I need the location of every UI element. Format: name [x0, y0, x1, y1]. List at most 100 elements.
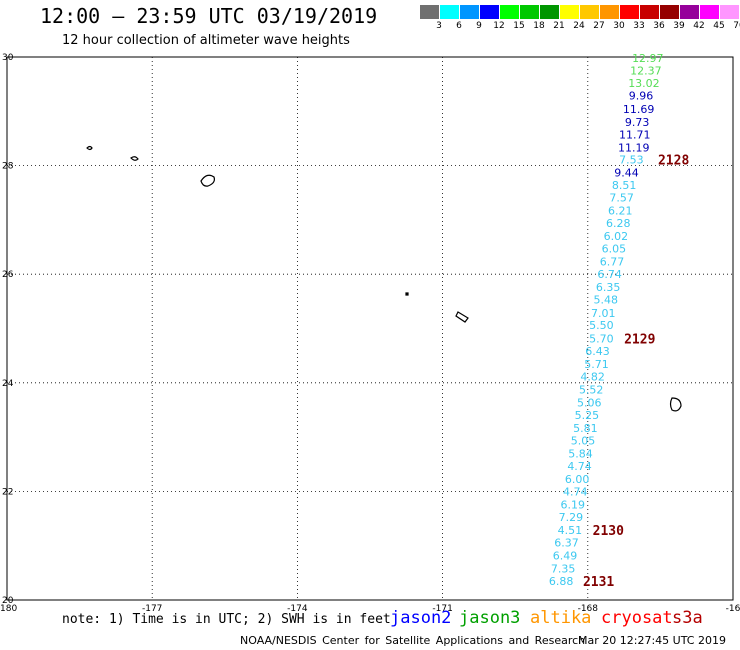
island-outline [455, 311, 469, 323]
color-swatch [660, 5, 680, 19]
swh-value-label: 4.51 [558, 524, 583, 537]
swh-value-label: 9.73 [625, 116, 650, 129]
color-legend-label: 33 [633, 21, 645, 31]
swh-value-label: 7.01 [591, 307, 616, 320]
swh-value-label: 4.74 [567, 460, 592, 473]
pass-number-label: 2129 [624, 332, 655, 347]
swh-value-label: 4.82 [580, 370, 605, 383]
y-tick-label: 26 [2, 270, 14, 280]
color-swatch [420, 5, 440, 19]
swh-value-label: 7.57 [609, 192, 634, 205]
legend-jason2: jason2 [390, 608, 452, 628]
legend-altika: altika [530, 608, 592, 628]
color-swatch [680, 5, 700, 19]
footer-timestamp: Mar 20 12:27:45 UTC 2019 [578, 634, 726, 647]
color-legend-label: 36 [653, 21, 665, 31]
x-tick-label: -16 [726, 604, 740, 614]
color-swatch [500, 5, 520, 19]
swh-value-label: 12.97 [632, 52, 664, 65]
island-outline [200, 174, 215, 187]
color-legend-label: 6 [456, 21, 462, 31]
y-tick-label: 28 [2, 162, 14, 172]
color-legend-bar [420, 5, 740, 19]
swh-value-label: 5.84 [568, 447, 593, 460]
color-legend-label: 24 [573, 21, 585, 31]
swh-value-label: 6.00 [565, 473, 590, 486]
color-swatch [560, 5, 580, 19]
x-tick-label: -180 [0, 604, 17, 614]
color-legend-label: 39 [673, 21, 685, 31]
plot-frame [6, 56, 734, 601]
swh-value-label: 5.06 [577, 396, 602, 409]
swh-value-label: 6.02 [604, 230, 629, 243]
y-tick-label: 30 [2, 53, 14, 63]
color-swatch [460, 5, 480, 19]
legend-cryosat: cryosat [601, 608, 673, 628]
swh-value-label: 12.37 [630, 65, 662, 78]
color-legend-label: 15 [513, 21, 525, 31]
swh-value-label: 6.49 [553, 549, 578, 562]
swh-value-label: 5.52 [579, 383, 604, 396]
color-swatch [600, 5, 620, 19]
x-tick-label: -168 [578, 604, 599, 614]
swh-value-label: 5.81 [573, 422, 598, 435]
color-swatch [520, 5, 540, 19]
swh-value-label: 8.51 [612, 179, 637, 192]
x-tick-label: -171 [432, 604, 452, 614]
swh-value-label: 6.05 [602, 243, 627, 256]
swh-value-label: 6.88 [549, 575, 574, 588]
chart-subtitle: 12 hour collection of altimeter wave hei… [62, 33, 350, 48]
swh-value-label: 7.53 [619, 154, 644, 167]
y-tick-label: 20 [2, 596, 14, 606]
swh-value-label: 5.50 [589, 319, 614, 332]
island-outline [86, 145, 93, 151]
chart-title: 12:00 – 23:59 UTC 03/19/2019 [40, 4, 378, 28]
color-legend-labels: 36912151821242730333639424570(ft) [420, 21, 740, 33]
island-outline [405, 292, 409, 296]
swh-value-label: 5.70 [589, 332, 614, 345]
island-outline [669, 397, 682, 412]
swh-value-label: 11.71 [619, 129, 651, 142]
color-legend-label: 3 [436, 21, 442, 31]
swh-value-label: 9.44 [614, 167, 639, 180]
pass-number-label: 2130 [593, 524, 624, 539]
swh-value-label: 6.43 [585, 345, 610, 358]
swh-value-label: 9.96 [629, 90, 654, 103]
swh-value-label: 5.05 [571, 434, 596, 447]
color-legend-label: 18 [533, 21, 545, 31]
color-legend-label: 27 [593, 21, 605, 31]
color-legend-label: 42 [693, 21, 705, 31]
color-legend-label: 30 [613, 21, 625, 31]
swh-value-label: 7.35 [551, 563, 576, 576]
pass-number-label: 2131 [583, 575, 614, 590]
swh-value-label: 5.71 [584, 358, 609, 371]
color-swatch [640, 5, 660, 19]
y-tick-label: 22 [2, 487, 13, 497]
swh-value-label: 5.48 [593, 294, 618, 307]
x-tick-label: -174 [287, 604, 308, 614]
color-swatch [620, 5, 640, 19]
swh-value-label: 13.02 [628, 77, 660, 90]
swh-value-label: 6.21 [608, 205, 633, 218]
footer-credit: NOAA/NESDIS Center for Satellite Applica… [240, 634, 586, 647]
swh-value-label: 4.74 [563, 485, 588, 498]
swh-value-label: 11.19 [618, 142, 650, 155]
color-swatch [700, 5, 720, 19]
swh-value-label: 7.29 [559, 511, 584, 524]
swh-value-label: 6.77 [600, 256, 625, 269]
color-legend-label: 45 [713, 21, 725, 31]
color-legend-label: 9 [476, 21, 482, 31]
x-tick-label: -177 [142, 604, 162, 614]
units-note: note: 1) Time is in UTC; 2) SWH is in fe… [62, 612, 391, 627]
color-swatch [480, 5, 500, 19]
swh-value-label: 6.28 [606, 217, 631, 230]
swh-value-label: 11.69 [623, 103, 655, 116]
island-outline [130, 156, 139, 161]
island-outlines [86, 145, 682, 412]
swh-value-label: 6.19 [561, 498, 586, 511]
color-legend-label: 12 [493, 21, 505, 31]
swh-value-label: 6.35 [596, 281, 621, 294]
color-swatch [580, 5, 600, 19]
y-tick-label: 24 [2, 379, 14, 389]
